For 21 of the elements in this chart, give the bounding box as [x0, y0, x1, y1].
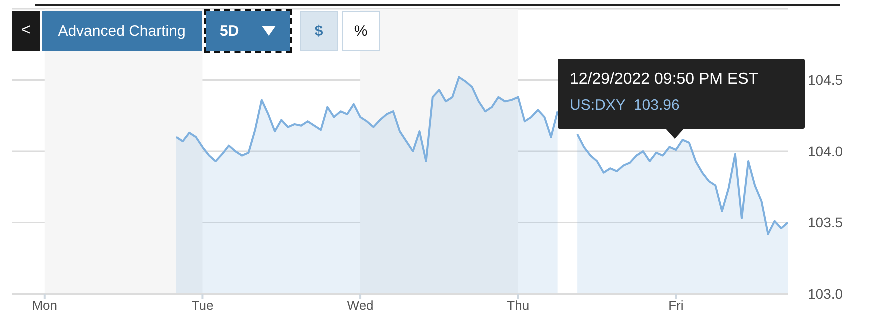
- annotation: 5D: [220, 22, 240, 40]
- y-tick-label: 103.0: [808, 286, 844, 302]
- annotation: <: [21, 22, 31, 40]
- x-tick-label: Mon: [32, 298, 58, 314]
- annotation: Advanced Charting: [58, 22, 186, 40]
- x-tick-label: Thu: [507, 298, 530, 314]
- annotation: 12/29/2022 09:50 PM EST: [570, 70, 760, 90]
- back-button: <: [12, 11, 40, 51]
- y-tick-label: 104.5: [808, 72, 844, 88]
- button: Advanced Charting: [42, 11, 202, 51]
- x-tick-label: Fri: [668, 298, 684, 314]
- x-tick-label: Wed: [347, 298, 374, 314]
- x-tick-label: Tue: [192, 298, 214, 314]
- y-tick-label: 104.0: [808, 143, 844, 160]
- toggle-button: $: [300, 11, 338, 51]
- dropdown-button: 5D: [206, 11, 290, 51]
- annotation: %: [354, 22, 368, 40]
- y-tick-label: 103.5: [808, 214, 844, 231]
- annotation: US:DXY 103.96: [570, 96, 681, 116]
- toggle-button: %: [342, 11, 380, 51]
- annotation: $: [314, 22, 324, 40]
